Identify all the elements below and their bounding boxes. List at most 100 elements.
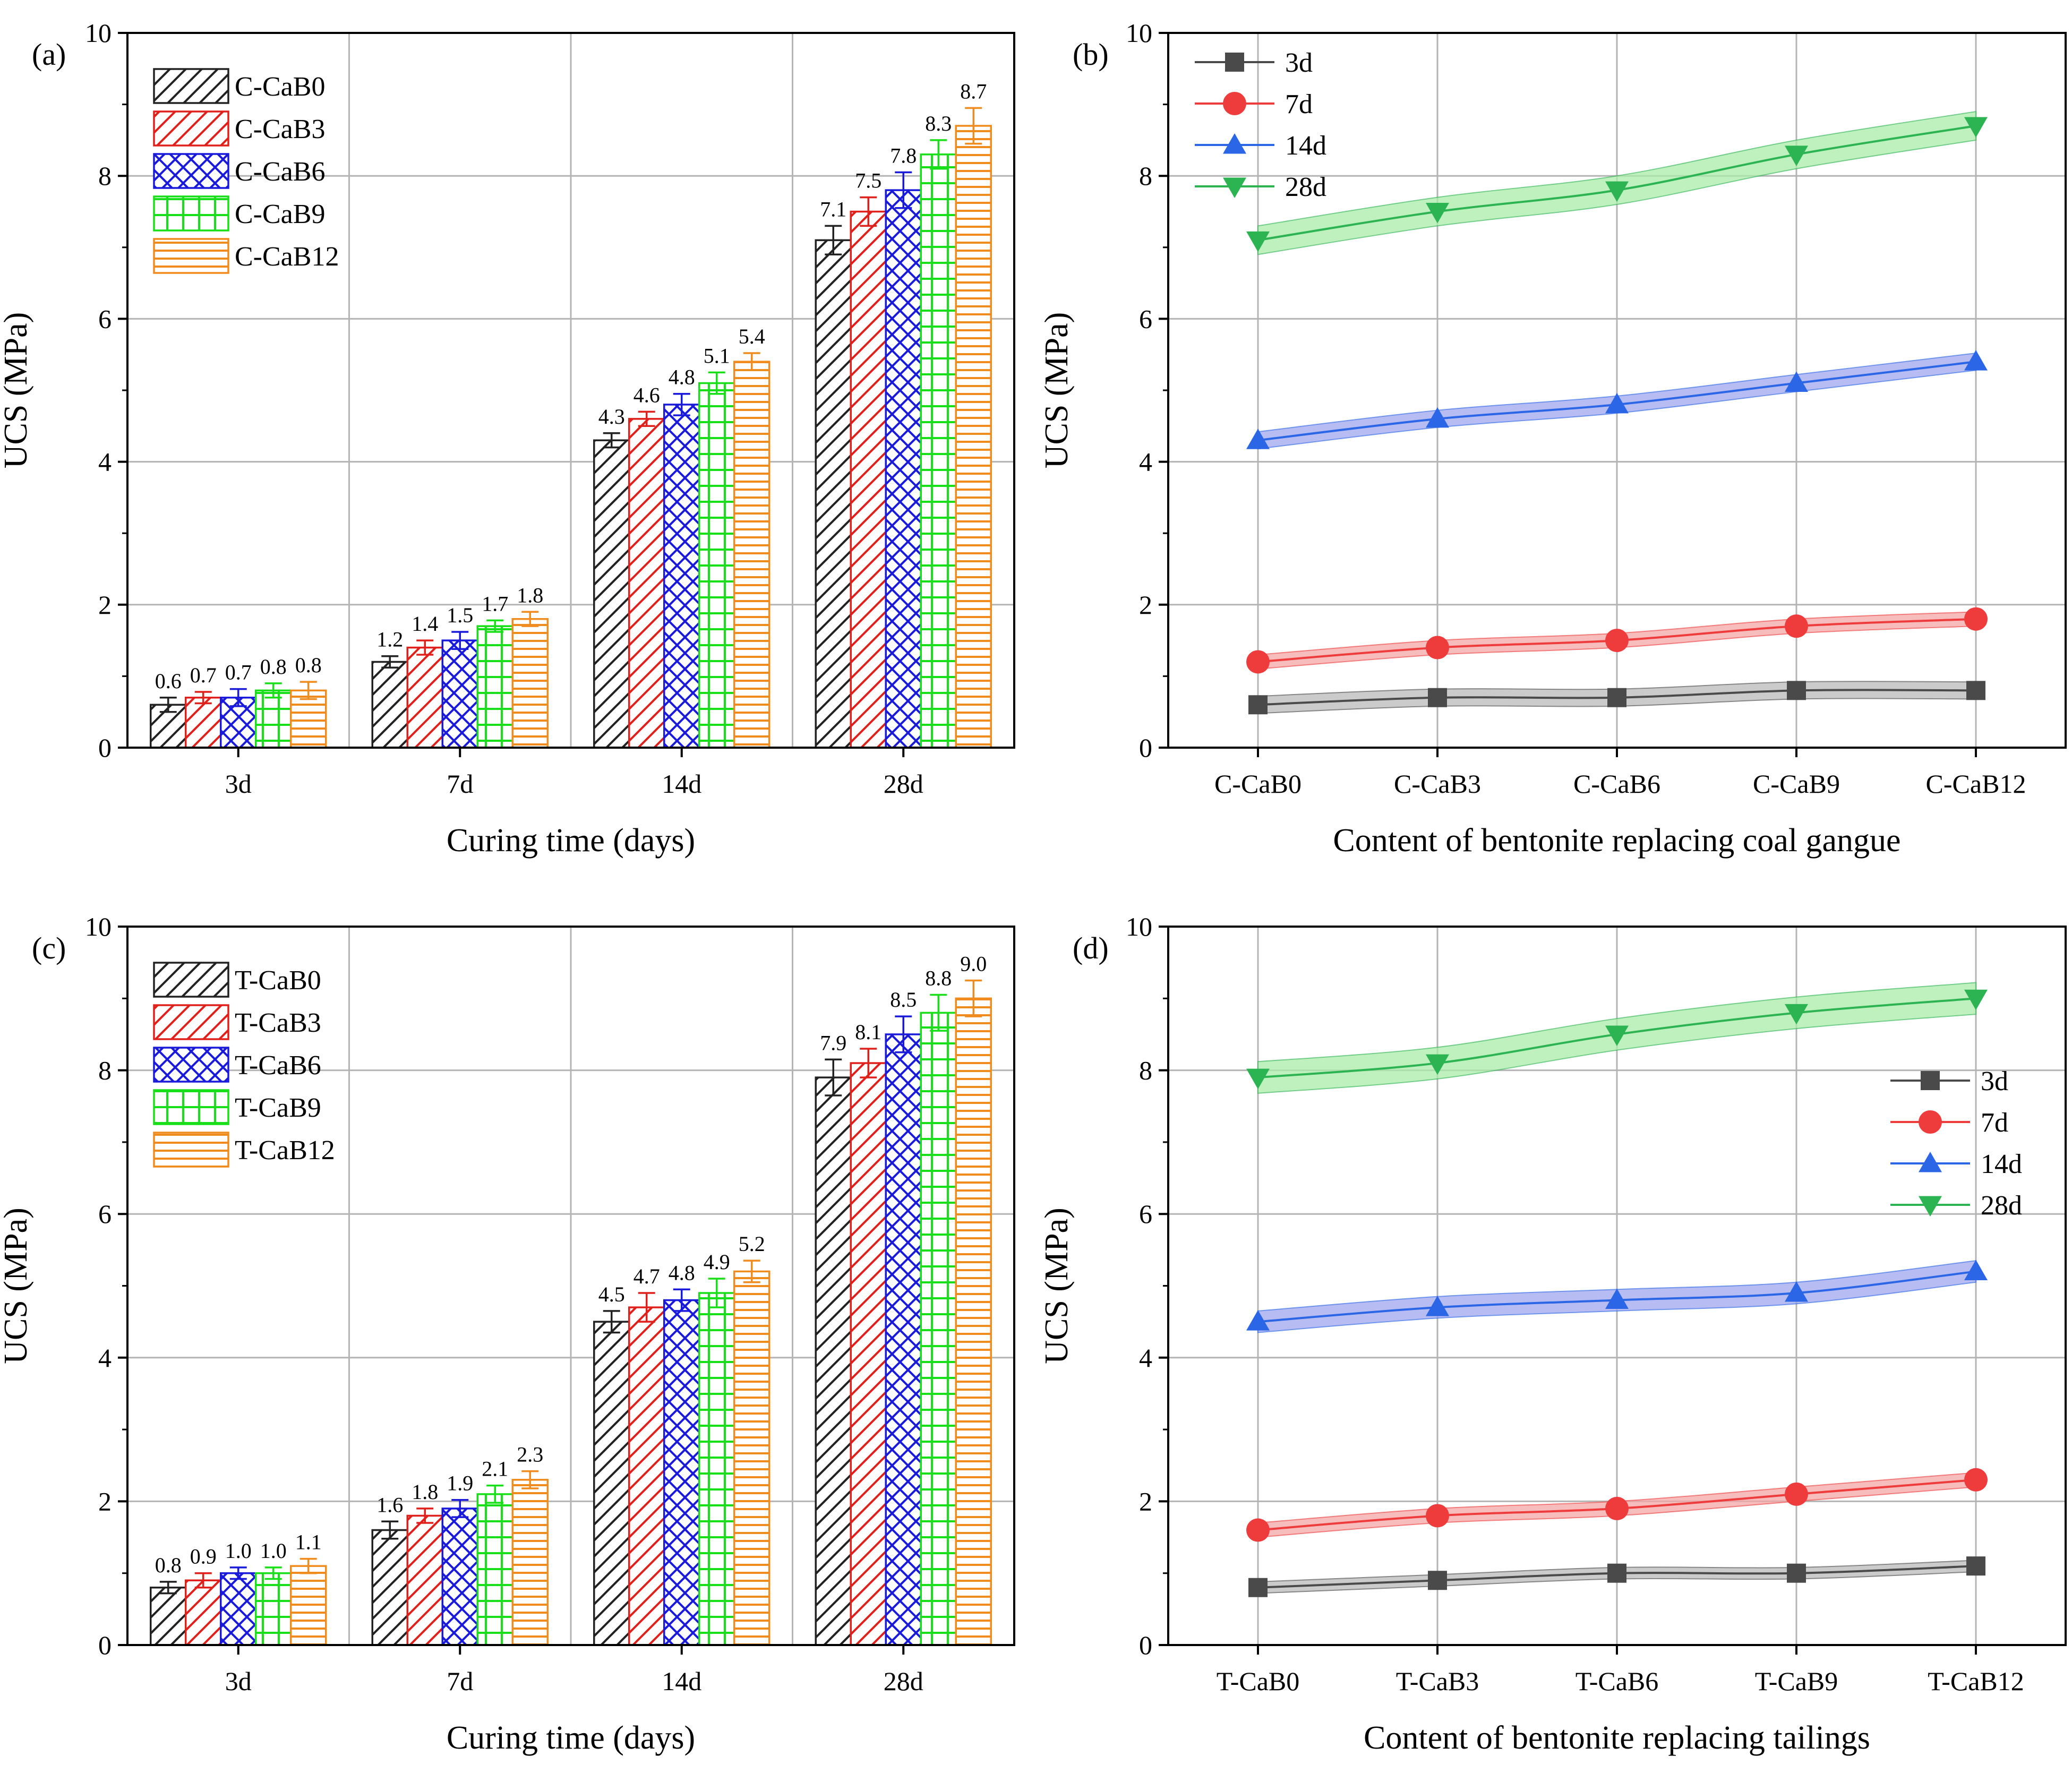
panel-a-legend-item-c-cab6: C-CaB6 <box>153 153 325 189</box>
panel-c-errorbar-t-cab0-14d <box>603 1310 620 1334</box>
panel-c-data-label: 1.0 <box>260 1539 287 1563</box>
panel-b-point-3d-C-CaB6 <box>1607 688 1626 707</box>
panel-c-bar-t-cab12-28d <box>955 997 992 1646</box>
panel-c-errorbar-t-cab3-3d <box>194 1572 212 1589</box>
panel-a-bar-c-cab9-7d <box>476 625 513 749</box>
panel-a-legend-label: C-CaB3 <box>235 114 325 144</box>
panel-c-errorbar-t-cab12-14d <box>743 1260 760 1283</box>
panel-d-ytick-label: 6 <box>1139 1199 1152 1229</box>
panel-b-point-28d-C-CaB3 <box>1426 203 1449 224</box>
panel-c-data-label: 0.9 <box>190 1545 217 1569</box>
panel-b-series-7d <box>1246 607 1988 674</box>
panel-c-legend-swatch <box>153 962 229 998</box>
panel-c-bar-t-cab0-7d <box>371 1529 408 1646</box>
panel-d-legend-label: 3d <box>1981 1066 2008 1097</box>
panel-b-legend-label: 28d <box>1285 172 1326 202</box>
panel-c-bar-t-cab3-3d <box>185 1579 222 1646</box>
panel-a-legend-label: C-CaB6 <box>235 157 325 187</box>
panel-d-point-7d-T-CaB6 <box>1605 1496 1629 1520</box>
panel-a-ytick-label: 6 <box>98 304 112 333</box>
panel-a-bar-c-cab12-14d <box>733 361 770 749</box>
panel-a-legend-swatch <box>153 68 229 104</box>
panel-d-point-14d-T-CaB3 <box>1426 1296 1449 1316</box>
panel-b-legend-item-7d: 7d <box>1195 89 1313 119</box>
panel-a-legend-swatch <box>153 110 229 147</box>
panel-b-xtick-label: C-CaB3 <box>1394 769 1481 799</box>
panel-a-data-label: 5.1 <box>704 344 730 367</box>
panel-d-point-7d-T-CaB3 <box>1426 1504 1449 1528</box>
panel-c-data-label: 0.8 <box>155 1553 182 1577</box>
panel-d-ytick-label: 2 <box>1139 1486 1152 1516</box>
panel-b-point-28d-C-CaB0 <box>1246 231 1270 252</box>
panel-c-errorbar-t-cab3-14d <box>638 1292 655 1323</box>
panel-b-point-7d-C-CaB3 <box>1426 636 1449 659</box>
panel-c-bar-t-cab3-14d <box>628 1306 665 1646</box>
panel-a-bar-c-cab6-28d <box>885 189 922 749</box>
panel-a-data-label: 1.2 <box>376 628 403 652</box>
panel-a-data-label: 1.8 <box>517 583 543 607</box>
panel-d-ytick-label: 0 <box>1139 1630 1152 1660</box>
panel-c-panel-label: (c) <box>32 931 66 965</box>
panel-b-point-3d-C-CaB12 <box>1966 681 1985 700</box>
panel-d-point-28d-T-CaB6 <box>1605 1025 1629 1046</box>
panel-d-xtick-label: T-CaB3 <box>1396 1666 1479 1696</box>
panel-a-ytick-label: 2 <box>98 590 112 620</box>
panel-c-legend-item-t-cab3: T-CaB3 <box>153 1004 321 1040</box>
panel-d-legend-label: 14d <box>1981 1149 2022 1179</box>
panel-c-data-label: 4.9 <box>704 1250 730 1274</box>
panel-a-errorbar-c-cab9-28d <box>930 139 947 170</box>
panel-a-data-label: 7.8 <box>890 143 917 167</box>
panel-a-data-label: 4.8 <box>669 365 695 389</box>
panel-b-plot-frame <box>1167 32 2067 749</box>
panel-a-errorbar-c-cab3-7d <box>416 639 434 656</box>
panel-d-ylabel: UCS (MPa) <box>1039 1207 1075 1364</box>
panel-d-legend-label: 7d <box>1981 1108 2008 1138</box>
panel-b-legend-marker <box>1223 177 1246 198</box>
panel-a-data-label: 7.5 <box>855 169 881 193</box>
panel-a-legend-swatch <box>153 153 229 189</box>
panel-a-panel-label: (a) <box>32 37 66 72</box>
panel-c-bar-t-cab6-28d <box>885 1033 922 1646</box>
panel-c-bar-t-cab0-28d <box>815 1076 852 1646</box>
panel-c-data-label: 1.9 <box>447 1471 473 1495</box>
panel-c-xtick-label: 14d <box>662 1666 701 1696</box>
panel-c-plot-frame <box>126 926 1015 1646</box>
panel-a-errorbar-c-cab3-14d <box>638 410 655 427</box>
panel-a-data-label: 8.3 <box>925 112 952 135</box>
panel-b-point-3d-C-CaB0 <box>1248 695 1268 715</box>
panel-c-ytick-label: 6 <box>98 1199 112 1229</box>
panel-a-data-label: 4.3 <box>598 405 625 429</box>
panel-a-bar-c-cab9-28d <box>920 153 957 749</box>
panel-d-series-3d <box>1248 1556 1985 1597</box>
panel-c-legend-label: T-CaB0 <box>235 965 321 996</box>
panel-a-errorbar-c-cab6-3d <box>229 688 247 707</box>
panel-c-ytick-label: 2 <box>98 1486 112 1516</box>
panel-d-point-28d-T-CaB0 <box>1246 1068 1270 1090</box>
panel-c-errorbar-t-cab6-3d <box>229 1566 247 1580</box>
panel-c-xtick-label: 28d <box>884 1666 923 1696</box>
panel-d-point-28d-T-CaB9 <box>1785 1004 1808 1025</box>
panel-b-xtick-label: C-CaB0 <box>1214 769 1302 799</box>
panel-a-bar-c-cab3-7d <box>406 646 443 749</box>
panel-c-data-label: 1.1 <box>295 1530 322 1554</box>
panel-b-legend-marker <box>1225 53 1244 72</box>
panel-c-ytick-label: 10 <box>85 912 112 941</box>
panel-d-legend-marker <box>1919 1196 1942 1217</box>
panel-b-legend-marker <box>1223 133 1246 154</box>
panel-c-data-label: 4.7 <box>633 1264 660 1288</box>
panel-b-point-28d-C-CaB6 <box>1605 181 1629 202</box>
panel-d-series-14d <box>1246 1260 1988 1333</box>
panel-c-bar-t-cab12-7d <box>511 1479 549 1646</box>
panel-b-point-7d-C-CaB0 <box>1246 650 1270 674</box>
panel-c-data-label: 4.8 <box>669 1261 695 1284</box>
panel-a-legend-swatch <box>153 195 229 232</box>
panel-c-xtick-label: 7d <box>447 1666 473 1696</box>
panel-a-bar-c-cab9-3d <box>255 689 292 749</box>
panel-b-legend-label: 7d <box>1285 89 1313 119</box>
panel-d-legend-item-7d: 7d <box>1890 1108 2008 1138</box>
panel-a-errorbar-c-cab6-7d <box>451 631 469 650</box>
panel-b-line-chart: 0 2 4 6 8 10 C-CaB0 C-CaB3 C-CaB6 C-CaB9 C-CaB12 3d… <box>1039 18 2067 859</box>
panel-c-data-label: 9.0 <box>960 952 987 975</box>
panel-c-bar-t-cab9-14d <box>698 1292 735 1646</box>
panel-a-bar-c-cab12-7d <box>511 618 549 749</box>
